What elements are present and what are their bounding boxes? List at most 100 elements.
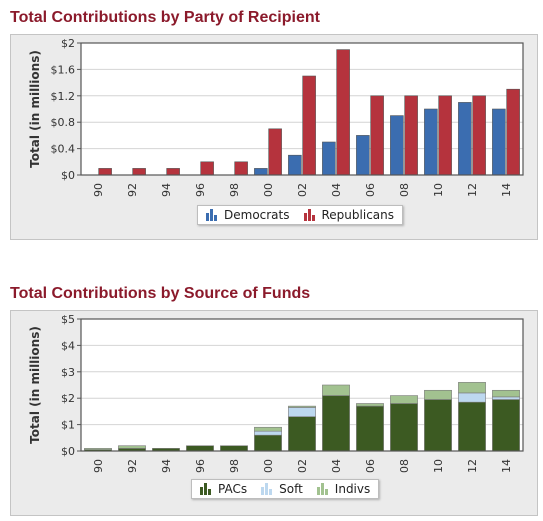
- party-chart: $0 $0.4 $0.8 $1.2 $1.6 $2 Total (in millions) 9…: [28, 37, 524, 197]
- y-tick-label: $1: [61, 419, 75, 432]
- legend-label: Soft: [279, 482, 303, 496]
- bar-republicans: [200, 161, 214, 176]
- bar-pacs: [492, 399, 520, 452]
- x-tick-label: 08: [398, 459, 411, 473]
- x-tick-label: 14: [500, 183, 513, 197]
- bar-indivs: [356, 403, 384, 407]
- bar-republicans: [132, 168, 146, 176]
- bar-republicans: [438, 95, 452, 176]
- x-tick-label: 02: [296, 459, 309, 473]
- bar-republicans: [98, 168, 112, 176]
- x-tick-label: 14: [500, 459, 513, 473]
- x-tick-label: 98: [228, 183, 241, 197]
- party-chart-panel: $0 $0.4 $0.8 $1.2 $1.6 $2 Total (in millions) 9…: [10, 34, 538, 240]
- bar-pacs: [254, 434, 282, 452]
- x-tick-label: 10: [432, 183, 445, 197]
- y-tick-label: $1.2: [51, 90, 76, 103]
- x-tick-label: 06: [364, 459, 377, 473]
- x-tick-label: 92: [126, 459, 139, 473]
- bar-chart-icon: [261, 483, 273, 495]
- source-chart-panel: $0 $1 $2 $3 $4 $5 Total (in millions) 90 92 94 96 9…: [10, 310, 538, 516]
- bar-soft: [492, 396, 520, 400]
- bar-democrats: [424, 108, 438, 176]
- x-tick-label: 10: [432, 459, 445, 473]
- bar-pacs: [288, 416, 316, 452]
- x-tick-label: 96: [194, 459, 207, 473]
- bar-indivs: [118, 445, 146, 449]
- bar-pacs: [356, 405, 384, 452]
- bar-indivs: [288, 405, 316, 408]
- legend-label: Republicans: [321, 208, 395, 222]
- bar-chart-icon: [316, 483, 329, 495]
- x-tick-label: 00: [262, 183, 275, 197]
- bar-democrats: [390, 115, 404, 176]
- y-axis-title: Total (in millions): [28, 326, 42, 444]
- legend-label: PACs: [218, 482, 248, 496]
- y-tick-label: $2: [61, 37, 75, 50]
- y-tick-label: $2: [61, 392, 75, 405]
- y-tick-label: $5: [61, 313, 75, 326]
- bar-indivs: [492, 389, 520, 398]
- x-tick-label: 00: [262, 459, 275, 473]
- x-tick-label: 04: [330, 459, 343, 473]
- legend-label: Democrats: [224, 208, 290, 222]
- x-tick-label: 04: [330, 183, 343, 197]
- bar-pacs: [322, 395, 350, 452]
- bar-republicans: [472, 95, 486, 176]
- bar-republicans: [166, 168, 180, 176]
- y-tick-label: $4: [61, 339, 75, 352]
- bar-pacs: [220, 445, 248, 452]
- y-tick-label: $1.6: [51, 63, 76, 76]
- bar-pacs: [186, 445, 214, 452]
- bar-republicans: [506, 88, 520, 176]
- bar-chart-icon: [200, 483, 212, 495]
- bar-democrats: [356, 135, 370, 176]
- bar-chart-icon: [303, 209, 316, 221]
- bar-indivs: [390, 395, 418, 404]
- bar-republicans: [370, 95, 384, 176]
- bar-pacs: [424, 399, 452, 452]
- legend-item-republicans[interactable]: Republicans: [303, 208, 395, 222]
- bar-democrats: [254, 168, 268, 176]
- y-axis-title: Total (in millions): [28, 50, 42, 168]
- party-chart-legend: Democrats Republicans: [197, 205, 403, 225]
- x-tick-label: 06: [364, 183, 377, 197]
- source-chart-title: Total Contributions by Source of Funds: [10, 285, 311, 302]
- bar-indivs: [254, 426, 282, 432]
- x-tick-label: 12: [466, 183, 479, 197]
- y-tick-label: $0.8: [51, 116, 76, 129]
- party-chart-title: Total Contributions by Party of Recipien…: [10, 9, 320, 26]
- bar-republicans: [268, 128, 282, 176]
- x-tick-label: 90: [92, 459, 105, 473]
- x-tick-label: 90: [92, 183, 105, 197]
- bar-chart-icon: [206, 209, 218, 221]
- bar-pacs: [458, 401, 486, 452]
- bar-republicans: [336, 49, 350, 176]
- bar-democrats: [458, 102, 472, 176]
- x-tick-label: 94: [160, 459, 173, 473]
- bar-republicans: [234, 161, 248, 176]
- x-tick-label: 02: [296, 183, 309, 197]
- legend-item-soft[interactable]: Soft: [261, 482, 303, 496]
- legend-item-pacs[interactable]: PACs: [200, 482, 247, 496]
- bar-indivs: [424, 389, 452, 400]
- x-tick-label: 94: [160, 183, 173, 197]
- bar-republicans: [302, 75, 316, 176]
- bar-democrats: [288, 154, 302, 176]
- bar-democrats: [322, 141, 336, 176]
- legend-item-democrats[interactable]: Democrats: [206, 208, 290, 222]
- bar-indivs: [84, 448, 112, 450]
- bar-pacs: [390, 403, 418, 452]
- bar-soft: [254, 430, 282, 436]
- y-tick-label: $0: [61, 445, 75, 458]
- y-tick-label: $3: [61, 366, 75, 379]
- bar-democrats: [492, 108, 506, 176]
- x-tick-label: 92: [126, 183, 139, 197]
- bar-indivs: [322, 384, 350, 396]
- y-tick-label: $0: [61, 169, 75, 182]
- y-tick-label: $0.4: [51, 143, 76, 156]
- legend-item-indivs[interactable]: Indivs: [316, 482, 370, 496]
- bar-republicans: [404, 95, 418, 176]
- source-chart: $0 $1 $2 $3 $4 $5 Total (in millions) 90 92 94 96 9…: [28, 313, 524, 473]
- source-chart-legend: PACs Soft Indivs: [191, 479, 380, 499]
